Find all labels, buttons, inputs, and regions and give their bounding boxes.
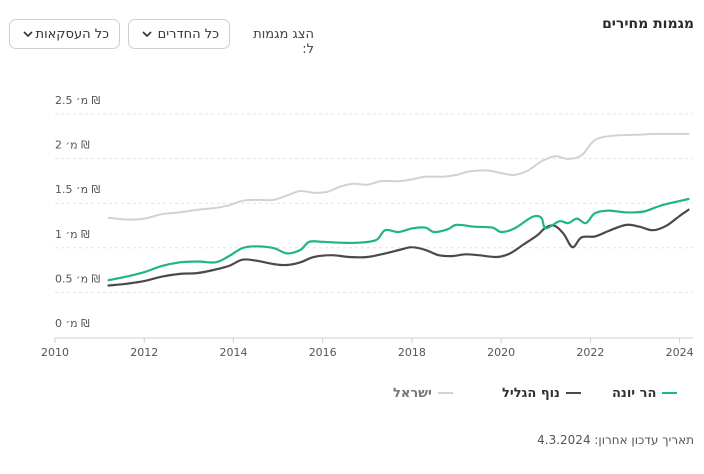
y-tick-label: 0.5 מ׳ ₪ xyxy=(55,272,101,285)
rooms-dropdown-label: כל החדרים xyxy=(157,26,219,42)
legend-label: הר יונה xyxy=(612,385,657,401)
rooms-dropdown[interactable]: כל החדרים xyxy=(128,19,230,49)
y-tick-label: 1.5 מ׳ ₪ xyxy=(55,183,101,196)
legend-label: נוף הגליל xyxy=(502,385,560,401)
chevron-down-icon xyxy=(141,28,153,40)
legend-swatch xyxy=(565,392,581,394)
filter-label: הצג מגמות ל: xyxy=(253,27,314,57)
page-title: מגמות מחירים xyxy=(602,16,694,32)
series-line-har-yona xyxy=(107,197,690,282)
x-tick-label: 2022 xyxy=(576,346,604,359)
series-line-israel xyxy=(107,132,690,221)
series-line-nof-hagalil xyxy=(107,208,690,287)
x-tick-label: 2018 xyxy=(398,346,426,359)
y-tick-label: 2 מ׳ ₪ xyxy=(55,139,90,152)
x-tick-label: 2024 xyxy=(666,346,694,359)
chart-grid xyxy=(55,113,693,339)
x-tick-label: 2020 xyxy=(487,346,515,359)
legend-item-har-yona[interactable]: הר יונה xyxy=(612,385,678,401)
x-tick-label: 2010 xyxy=(41,346,69,359)
x-tick-label: 2016 xyxy=(309,346,337,359)
deals-dropdown[interactable]: כל העסקאות xyxy=(9,19,120,49)
legend-item-israel[interactable]: ישראל xyxy=(393,385,453,401)
deals-dropdown-label: כל העסקאות xyxy=(35,26,109,42)
x-tick-label: 2014 xyxy=(219,346,247,359)
x-axis-ticks: 2010 2012 2014 2016 2018 2020 2022 2024 xyxy=(41,338,694,359)
legend-item-nof-hagalil[interactable]: נוף הגליל xyxy=(502,385,581,401)
y-tick-label: 2.5 מ׳ ₪ xyxy=(55,94,101,107)
y-axis-ticks: 0 מ׳ ₪ 0.5 מ׳ ₪ 1 מ׳ ₪ 1.5 מ׳ ₪ 2 מ׳ ₪ 2.5 מ׳… xyxy=(55,94,101,330)
last-updated-date: תאריך עדכון אחרון: 4.3.2024 xyxy=(537,433,694,447)
legend-swatch xyxy=(662,392,678,394)
chevron-down-icon xyxy=(22,28,34,40)
legend-swatch xyxy=(437,392,453,394)
chart-series xyxy=(107,132,690,287)
legend-label: ישראל xyxy=(393,385,432,401)
x-tick-label: 2012 xyxy=(130,346,158,359)
price-trend-chart: 0 מ׳ ₪ 0.5 מ׳ ₪ 1 מ׳ ₪ 1.5 מ׳ ₪ 2 מ׳ ₪ 2.5 מ׳… xyxy=(41,94,694,359)
y-tick-label: 0 מ׳ ₪ xyxy=(55,317,90,330)
y-tick-label: 1 מ׳ ₪ xyxy=(55,228,90,241)
